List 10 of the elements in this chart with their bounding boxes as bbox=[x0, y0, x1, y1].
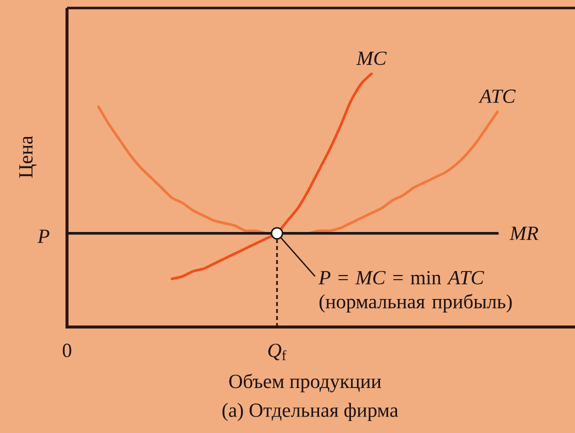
series-label: ATC bbox=[478, 90, 516, 103]
series-label: MR bbox=[509, 226, 538, 240]
annotation: P = MC = min ATC (нормальная прибыль) bbox=[318, 270, 512, 312]
text: (а) Отдельная фирма bbox=[222, 402, 398, 422]
x-axis-title: Объем продукции bbox=[229, 374, 382, 392]
annotation: P bbox=[37, 230, 50, 243]
x-tick-label: Q$_{f}$ bbox=[268, 344, 286, 360]
y-axis-title: Цена bbox=[19, 136, 37, 178]
series-label: MC bbox=[356, 52, 387, 66]
x-tick-label: 0 bbox=[62, 344, 72, 358]
